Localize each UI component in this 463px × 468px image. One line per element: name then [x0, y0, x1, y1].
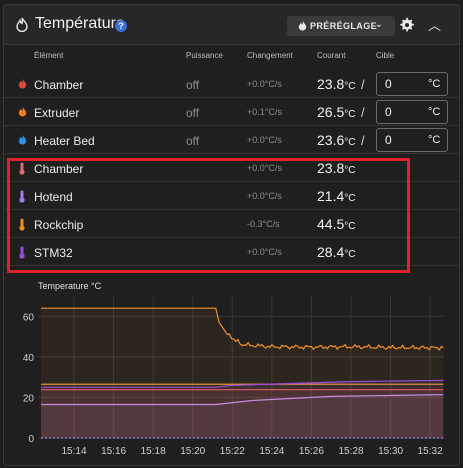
x-tick-label: 15:30 [378, 446, 403, 457]
sensor-current-temp: 21.4°C [317, 188, 356, 204]
chevron-down-icon: ⌄ [375, 19, 383, 29]
x-tick-label: 15:22 [220, 446, 245, 457]
x-tick-label: 15:26 [299, 446, 324, 457]
series-line [41, 394, 444, 406]
sensor-rate: +0.0°C/s [247, 191, 282, 201]
flame-icon [18, 78, 27, 89]
column-header-power: Puissance [186, 51, 223, 60]
heater-current-temp: 23.6°C [317, 132, 356, 148]
series-area [41, 384, 444, 438]
temperature-chart[interactable]: 0 20 40 60 15:14 15:16 15:18 15:20 15:22 15:24 15:… [4, 290, 460, 462]
target-field[interactable]: °C [376, 128, 448, 152]
heater-name: Extruder [34, 106, 80, 120]
heater-rate: +0.0°C/s [247, 135, 282, 145]
chart-label: Temperature °C [38, 281, 102, 291]
gear-icon[interactable] [399, 17, 414, 32]
sensor-rate: +0.0°C/s [247, 163, 282, 173]
x-tick-label: 15:24 [259, 446, 284, 457]
y-tick-label: 20 [23, 393, 35, 404]
target-separator: / [361, 77, 365, 92]
heater-row-chamber: Chamber off +0.0°C/s 23.8°C / °C [4, 70, 459, 98]
panel-title: Température [35, 15, 125, 32]
preset-button[interactable]: PRÉRÉGLAGE ⌄ [287, 16, 395, 36]
sensor-name: Hotend [34, 190, 73, 204]
series-area [41, 308, 444, 438]
thermometer-icon [19, 190, 25, 203]
heater-power: off [186, 78, 200, 92]
sensor-current-temp: 44.5°C [317, 216, 356, 232]
series-area [41, 394, 444, 438]
x-tick-label: 15:28 [338, 446, 363, 457]
y-tick-label: 0 [28, 434, 34, 445]
target-separator: / [361, 133, 365, 148]
x-tick-label: 15:16 [101, 446, 126, 457]
sensor-row-hotend: Hotend +0.0°C/s 21.4°C [4, 182, 459, 210]
heater-row-heater-bed: Heater Bed off +0.0°C/s 23.6°C / °C [4, 126, 459, 154]
sensor-name: Chamber [34, 162, 84, 176]
column-header-current: Courant [317, 51, 346, 60]
panel-header: Température ? PRÉRÉGLAGE ⌄ ︿ [4, 5, 459, 45]
series-line [41, 379, 444, 388]
target-unit: °C [428, 106, 441, 118]
target-unit: °C [428, 134, 441, 146]
series-line [41, 307, 444, 351]
heater-row-extruder: Extruder off +0.1°C/s 26.5°C / °C [4, 98, 459, 126]
sensor-current-temp: 23.8°C [317, 160, 356, 176]
sensor-row-chamber: Chamber +0.0°C/s 23.8°C [4, 154, 459, 182]
column-header-change: Changement [247, 51, 293, 60]
y-tick-label: 40 [23, 353, 35, 364]
y-tick-label: 60 [23, 312, 35, 323]
x-tick-label: 15:32 [418, 446, 443, 457]
target-input[interactable] [377, 73, 421, 95]
column-header-element: Élément [34, 51, 64, 60]
sensor-rate: +0.0°C/s [247, 247, 282, 257]
target-unit: °C [428, 78, 441, 90]
chevron-up-icon[interactable]: ︿ [428, 18, 442, 33]
flame-icon [298, 20, 307, 31]
preset-label: PRÉRÉGLAGE [310, 21, 378, 31]
sensor-current-temp: 28.4°C [317, 244, 356, 260]
heater-current-temp: 23.8°C [317, 76, 356, 92]
sensor-rate: -0.3°C/s [247, 219, 280, 229]
flame-icon [16, 17, 28, 32]
x-tick-label: 15:20 [180, 446, 205, 457]
heater-power: off [186, 134, 200, 148]
heater-name: Chamber [34, 78, 84, 92]
heater-power: off [186, 106, 200, 120]
x-tick-label: 15:14 [61, 446, 86, 457]
column-header-target: Cible [376, 51, 395, 60]
help-icon[interactable]: ? [115, 20, 127, 32]
series-area [41, 389, 444, 438]
heater-rate: +0.1°C/s [247, 107, 282, 117]
thermometer-icon [19, 246, 25, 259]
heater-name: Heater Bed [34, 134, 95, 148]
target-input[interactable] [377, 101, 421, 123]
sensor-name: Rockchip [34, 218, 84, 232]
target-separator: / [361, 105, 365, 120]
thermometer-icon [19, 162, 25, 175]
target-field[interactable]: °C [376, 100, 448, 124]
series-area [41, 380, 444, 438]
sensor-row-rockchip: Rockchip -0.3°C/s 44.5°C [4, 210, 459, 238]
target-input[interactable] [377, 129, 421, 151]
heater-current-temp: 26.5°C [317, 104, 356, 120]
x-tick-label: 15:18 [141, 446, 166, 457]
flame-icon [18, 106, 27, 117]
heater-rate: +0.0°C/s [247, 79, 282, 89]
sensor-name: STM32 [34, 246, 73, 260]
temperature-panel: Température ? PRÉRÉGLAGE ⌄ ︿ Élément Pui… [3, 4, 460, 466]
flame-icon [18, 134, 27, 145]
sensor-row-stm32: STM32 +0.0°C/s 28.4°C [4, 238, 459, 266]
target-field[interactable]: °C [376, 72, 448, 96]
thermometer-icon [19, 218, 25, 231]
